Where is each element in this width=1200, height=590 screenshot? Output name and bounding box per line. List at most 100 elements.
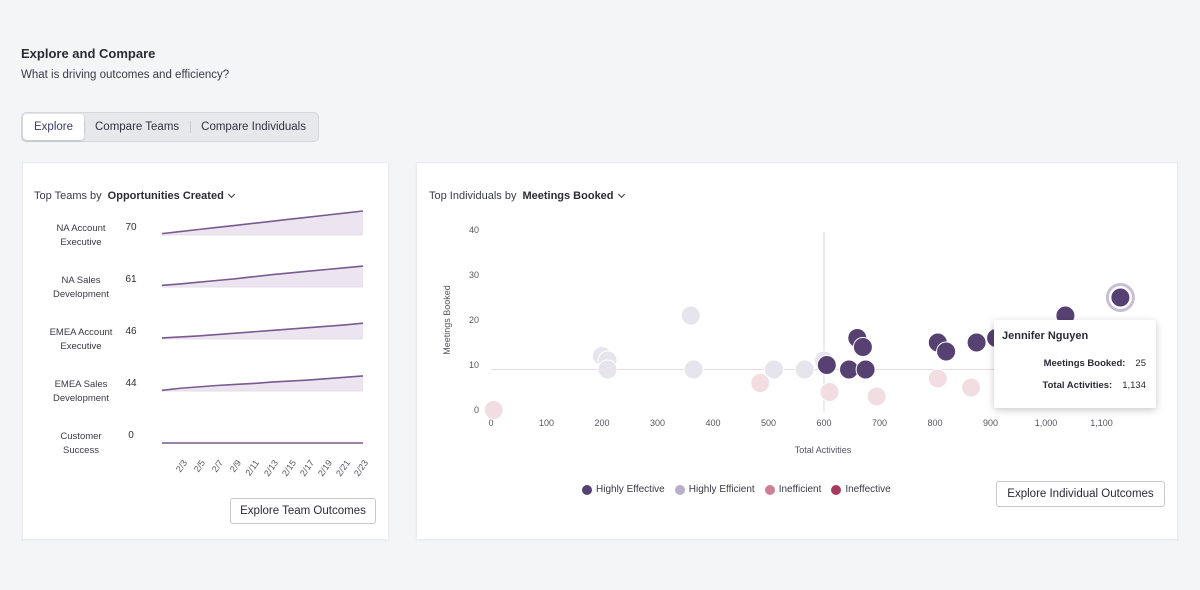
view-segmented-control: Explore Compare Teams Compare Individual… bbox=[21, 112, 319, 142]
legend-label: Highly Effective bbox=[596, 484, 665, 495]
sparkline-line bbox=[161, 322, 364, 339]
x-tick-label: 700 bbox=[872, 418, 887, 428]
legend-label: Inefficient bbox=[778, 484, 822, 495]
team-value: 0 bbox=[128, 430, 134, 441]
scatter-tooltip: Jennifer Nguyen Meetings Booked: 25 Tota… bbox=[994, 320, 1156, 408]
team-name: EMEA Sales Development bbox=[41, 378, 121, 406]
x-tick-label: 100 bbox=[539, 418, 554, 428]
scatter-point[interactable] bbox=[794, 359, 815, 380]
y-tick-label: 40 bbox=[469, 225, 479, 235]
team-value: 44 bbox=[125, 378, 137, 389]
team-metric-dropdown-label: Opportunities Created bbox=[107, 190, 224, 202]
tooltip-meetings-value: 25 bbox=[1135, 358, 1146, 369]
scatter-point[interactable] bbox=[961, 377, 982, 398]
y-tick-label: 0 bbox=[474, 405, 479, 415]
team-value: 70 bbox=[125, 222, 137, 233]
x-tick-label: 0 bbox=[488, 418, 493, 428]
legend-item: Inefficient bbox=[764, 484, 822, 495]
x-tick-label: 1,000 bbox=[1035, 418, 1058, 428]
team-sparkline bbox=[161, 210, 364, 236]
scatter-legend: Highly Effective Highly Efficient Ineffi… bbox=[582, 484, 901, 495]
sparkline-line bbox=[161, 375, 364, 392]
team-metric-dropdown[interactable]: Opportunities Created bbox=[107, 190, 235, 202]
legend-dot bbox=[764, 484, 775, 495]
team-name-line: NA Account bbox=[56, 223, 106, 234]
scatter-point[interactable] bbox=[927, 368, 948, 389]
x-tick-label: 600 bbox=[816, 418, 831, 428]
scatter-point[interactable] bbox=[750, 373, 771, 393]
scatter-point[interactable] bbox=[683, 359, 704, 380]
scatter-point[interactable] bbox=[866, 386, 887, 407]
team-name-line: Executive bbox=[60, 341, 102, 352]
team-name: NA Sales Development bbox=[41, 274, 121, 302]
team-name: EMEA Account Executive bbox=[41, 326, 121, 354]
x-tick-label: 1,100 bbox=[1090, 418, 1113, 428]
scatter-point[interactable] bbox=[966, 332, 987, 353]
team-name: Customer Success bbox=[41, 430, 121, 458]
scatter-point[interactable] bbox=[819, 382, 840, 402]
x-tick-label: 300 bbox=[650, 418, 665, 428]
scatter-point[interactable] bbox=[855, 359, 876, 380]
legend-label: Ineffective bbox=[845, 484, 891, 495]
individual-metric-dropdown[interactable]: Meetings Booked bbox=[522, 190, 625, 202]
y-axis-title: Meetings Booked bbox=[442, 285, 452, 355]
team-sparkline bbox=[161, 322, 364, 340]
legend-dot bbox=[674, 484, 685, 495]
legend-dot bbox=[831, 484, 842, 495]
y-tick-label: 20 bbox=[469, 315, 479, 325]
tooltip-activities-label: Total Activities: bbox=[1042, 380, 1113, 391]
legend-item: Highly Efficient bbox=[674, 484, 755, 495]
team-name-line: EMEA Sales bbox=[54, 379, 108, 390]
x-tick-label: 200 bbox=[594, 418, 609, 428]
scatter-point[interactable] bbox=[597, 359, 618, 380]
explore-individual-outcomes-button[interactable]: Explore Individual Outcomes bbox=[996, 481, 1165, 507]
team-sparkline bbox=[161, 265, 364, 288]
scatter-point[interactable] bbox=[1110, 287, 1131, 308]
team-sparkline bbox=[161, 375, 364, 392]
x-tick-label: 900 bbox=[983, 418, 998, 428]
legend-item: Ineffective bbox=[831, 484, 891, 495]
explore-team-outcomes-button[interactable]: Explore Team Outcomes bbox=[230, 498, 376, 524]
team-name-line: NA Sales bbox=[61, 275, 101, 286]
y-tick-label: 30 bbox=[469, 270, 479, 280]
page-title: Explore and Compare bbox=[21, 46, 156, 61]
individual-metric-dropdown-label: Meetings Booked bbox=[522, 190, 614, 202]
x-tick-label: 400 bbox=[705, 418, 720, 428]
x-tick-label: 500 bbox=[761, 418, 776, 428]
sparkline-line bbox=[161, 265, 364, 287]
page-subtitle: What is driving outcomes and efficiency? bbox=[21, 69, 230, 81]
tooltip-meetings-label: Meetings Booked: bbox=[1043, 358, 1126, 369]
team-sparkline bbox=[162, 442, 363, 444]
selected-point-highlight bbox=[1105, 283, 1135, 312]
team-value: 46 bbox=[125, 326, 137, 337]
tooltip-row-activities: Total Activities: 1,134 bbox=[1043, 380, 1146, 391]
legend-dot bbox=[582, 484, 592, 495]
top-teams-metric-row: Top Teams by Opportunities Created bbox=[34, 190, 235, 202]
scatter-point[interactable] bbox=[680, 305, 701, 326]
legend-label: Highly Efficient bbox=[688, 484, 755, 495]
y-tick-label: 10 bbox=[469, 360, 479, 370]
team-name-line: Development bbox=[53, 393, 109, 404]
top-individuals-label: Top Individuals by bbox=[429, 190, 517, 202]
tab-compare-teams[interactable]: Compare Teams bbox=[84, 114, 190, 140]
scatter-point[interactable] bbox=[936, 341, 957, 362]
tooltip-name: Jennifer Nguyen bbox=[1002, 330, 1089, 342]
team-value: 61 bbox=[125, 274, 137, 285]
tooltip-activities-value: 1,134 bbox=[1122, 380, 1146, 391]
x-axis-title: Total Activities bbox=[795, 445, 852, 455]
scatter-point[interactable] bbox=[852, 337, 873, 357]
legend-item: Highly Effective bbox=[582, 484, 665, 495]
team-name-line: Development bbox=[53, 289, 109, 300]
scatter-point[interactable] bbox=[483, 400, 504, 420]
top-individuals-metric-row: Top Individuals by Meetings Booked bbox=[429, 190, 625, 202]
sparkline-line bbox=[161, 210, 364, 235]
scatter-point[interactable] bbox=[816, 355, 837, 375]
x-tick-label: 800 bbox=[927, 418, 942, 428]
tab-compare-individuals[interactable]: Compare Individuals bbox=[190, 114, 317, 140]
tab-explore[interactable]: Explore bbox=[23, 114, 84, 140]
scatter-point[interactable] bbox=[764, 359, 784, 380]
team-name-line: Executive bbox=[60, 237, 102, 248]
team-name-line: Success bbox=[63, 445, 99, 456]
tooltip-row-meetings: Meetings Booked: 25 bbox=[1044, 358, 1146, 369]
team-name-line: Customer bbox=[60, 431, 102, 442]
